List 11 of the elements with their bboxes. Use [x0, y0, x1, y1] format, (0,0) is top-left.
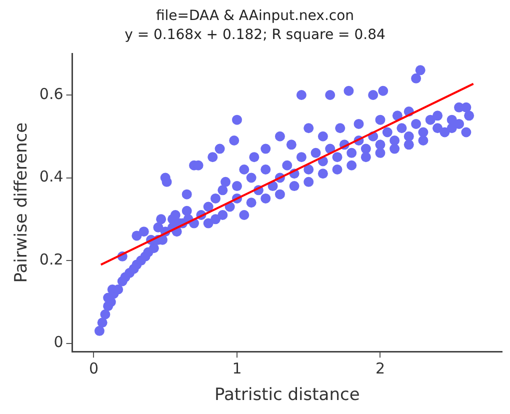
x-axis-title: Patristic distance: [214, 385, 360, 406]
y-tick-label: 0: [54, 333, 64, 352]
x-tick-label: 2: [375, 359, 386, 378]
y-tick-label: 0.4: [39, 168, 64, 186]
x-tick-label: 0: [88, 359, 99, 378]
y-tick-label: 0.6: [39, 84, 64, 103]
y-axis-title: Pairwise difference: [12, 122, 32, 283]
chart-subtitle: y = 0.168x + 0.182; R square = 0.84: [124, 26, 386, 43]
x-tick-label: 1: [232, 359, 242, 378]
chart-title: file=DAA & AAinput.nex.con: [156, 8, 354, 24]
y-tick-label: 0.2: [39, 250, 64, 268]
